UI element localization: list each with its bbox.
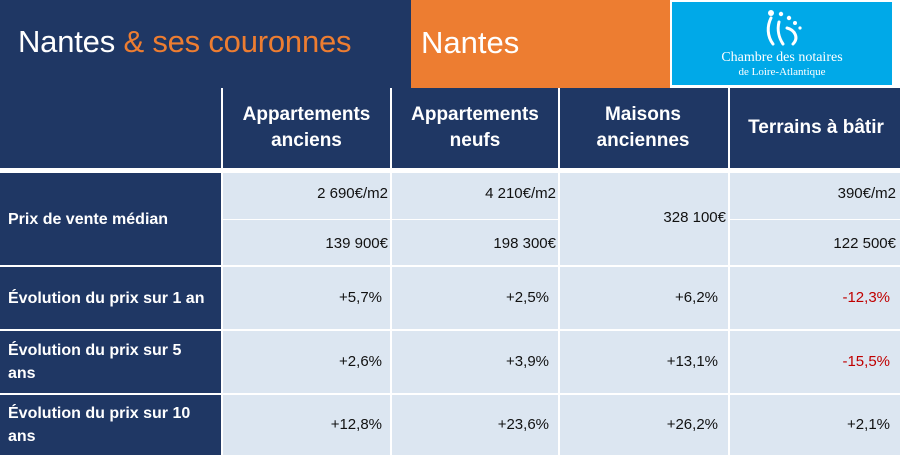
cell-evol10-maisons: +26,2%: [666, 416, 718, 433]
column-header-terrains: Terrains à bâtir: [748, 117, 884, 138]
row-label-evol5: Évolution du prix sur 5 ans: [0, 331, 221, 393]
cell-evol10-app-neufs: +23,6%: [497, 416, 549, 433]
grid-line: [730, 219, 900, 220]
logo-line2: de Loire-Atlantique: [738, 66, 826, 78]
logo-line1: Chambre des notaires: [721, 50, 843, 65]
city-panel: [411, 0, 670, 88]
cell-prix-total-app-neufs: 198 300€: [493, 235, 556, 252]
header-title-panel: [0, 0, 411, 88]
column-separator: [728, 88, 730, 168]
grid-line: [390, 173, 392, 455]
row-label-evol1: Évolution du prix sur 1 an: [0, 267, 221, 329]
page-title: Nantes & ses couronnes: [18, 24, 352, 60]
cell-prix-total-terrains: 122 500€: [833, 235, 896, 252]
column-header-appartements-anciens: Appartements anciens: [242, 104, 371, 151]
city-label: Nantes: [421, 25, 520, 60]
column-separator: [558, 88, 560, 168]
notaires-logo-icon: [766, 10, 802, 46]
cell-evol10-terrains: +2,1%: [847, 416, 890, 433]
cell-evol5-maisons: +13,1%: [666, 353, 718, 370]
cell-evol1-app-neufs: +2,5%: [506, 289, 549, 306]
table-body: [221, 173, 900, 455]
cell-evol5-terrains: -15,5%: [842, 353, 890, 370]
cell-prix-m2-terrains: 390€/m2: [837, 185, 896, 202]
grid-line: [0, 329, 900, 331]
cell-evol1-maisons: +6,2%: [675, 289, 718, 306]
title-accent: & ses couronnes: [123, 24, 352, 59]
grid-line: [728, 173, 730, 455]
grid-line: [221, 219, 558, 220]
cell-evol1-app-anciens: +5,7%: [339, 289, 382, 306]
grid-line: [0, 265, 900, 267]
cell-evol10-app-anciens: +12,8%: [330, 416, 382, 433]
title-main: Nantes: [18, 24, 124, 59]
column-header-maisons-anciennes: Maisons anciennes: [596, 104, 690, 151]
cell-prix-maisons: 328 100€: [663, 209, 726, 226]
grid-line: [0, 393, 900, 395]
row-label-evol10: Évolution du prix sur 10 ans: [0, 395, 221, 455]
column-separator: [221, 88, 223, 168]
column-separator: [390, 88, 392, 168]
cell-evol5-app-anciens: +2,6%: [339, 353, 382, 370]
cell-prix-m2-app-neufs: 4 210€/m2: [485, 185, 556, 202]
column-header-appartements-neufs: Appartements neufs: [411, 104, 539, 151]
cell-evol1-terrains: -12,3%: [842, 289, 890, 306]
row-label-prix: Prix de vente médian: [0, 173, 221, 265]
cell-prix-total-app-anciens: 139 900€: [325, 235, 388, 252]
cell-evol5-app-neufs: +3,9%: [506, 353, 549, 370]
cell-prix-m2-app-anciens: 2 690€/m2: [317, 185, 388, 202]
header-gap: [0, 168, 900, 173]
grid-line: [558, 173, 560, 455]
column-header-row: [0, 88, 900, 168]
grid-line: [221, 173, 223, 455]
